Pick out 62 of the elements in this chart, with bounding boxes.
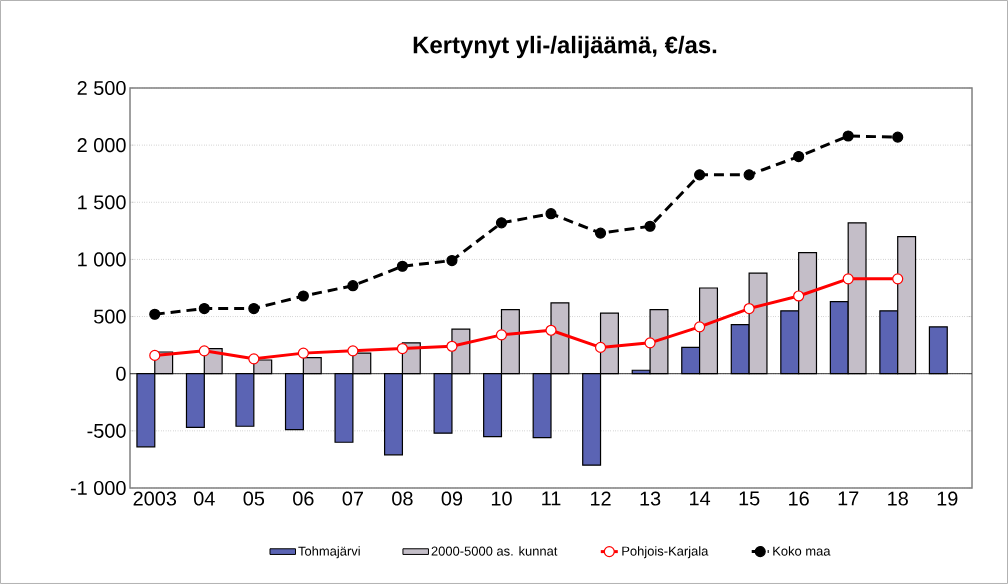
y-tick-label: -1 000: [70, 480, 126, 496]
x-tick-label: 17: [838, 491, 859, 506]
x-tick-label: 13: [640, 491, 661, 506]
x-tick-label: 16: [789, 491, 809, 506]
x-tick-label: 04: [194, 491, 215, 506]
point: [743, 302, 755, 315]
point: [495, 217, 508, 229]
point: [297, 290, 309, 302]
point: [545, 208, 557, 220]
point: [892, 131, 904, 143]
x-tick-label: 19: [937, 491, 958, 506]
x-tick-label: 14: [690, 491, 711, 506]
point: [248, 353, 260, 365]
point: [594, 341, 607, 353]
point: [446, 340, 458, 352]
x-tick-label: 11: [542, 491, 561, 506]
x-tick-label: 08: [392, 491, 413, 506]
point: [198, 345, 210, 357]
point: [842, 130, 854, 142]
point: [248, 302, 260, 315]
y-tick-label: 1 500: [78, 195, 126, 210]
point: [644, 220, 656, 232]
x-tick-label: 05: [243, 491, 265, 506]
point: [594, 227, 607, 239]
y-tick-label: 0: [116, 366, 126, 381]
point: [793, 150, 805, 163]
point: [892, 273, 904, 285]
point: [644, 337, 656, 349]
legend-label: Pohjois-Karjala: [622, 546, 709, 559]
x-tick-label: 06: [293, 491, 314, 506]
point: [694, 321, 706, 333]
point: [842, 273, 854, 285]
chart-title: Kertynyt yli-/alijäämä, €/as.: [413, 35, 717, 59]
point: [793, 290, 805, 302]
point: [446, 254, 458, 267]
point: [198, 302, 210, 315]
legend-label: 2000-5000 as. kunnat: [431, 546, 558, 556]
y-tick-label: -500: [87, 423, 126, 438]
point: [396, 260, 408, 272]
point: [495, 329, 508, 341]
x-tick-label: 15: [739, 491, 760, 506]
point: [396, 342, 408, 355]
legend-label: Koko maa: [773, 546, 831, 556]
x-tick-label: 12: [590, 491, 611, 506]
x-tick-label: 18: [888, 491, 908, 506]
y-tick-label: 1 000: [78, 252, 126, 267]
point: [149, 349, 161, 361]
x-tick-label: 09: [441, 491, 463, 506]
point: [347, 280, 359, 292]
x-tick-label: 10: [491, 491, 512, 506]
point: [347, 345, 359, 357]
x-tick-label: 2003: [133, 491, 177, 506]
y-tick-label: 500: [94, 309, 126, 324]
point: [149, 308, 161, 320]
point: [545, 324, 557, 336]
y-tick-label: 2 000: [77, 138, 126, 153]
legend-label: Tohmajärvi: [298, 546, 360, 559]
point: [694, 169, 706, 181]
x-tick-label: 07: [342, 491, 363, 506]
point: [743, 169, 755, 181]
point: [297, 347, 309, 359]
y-tick-label: 2 500: [77, 80, 126, 96]
